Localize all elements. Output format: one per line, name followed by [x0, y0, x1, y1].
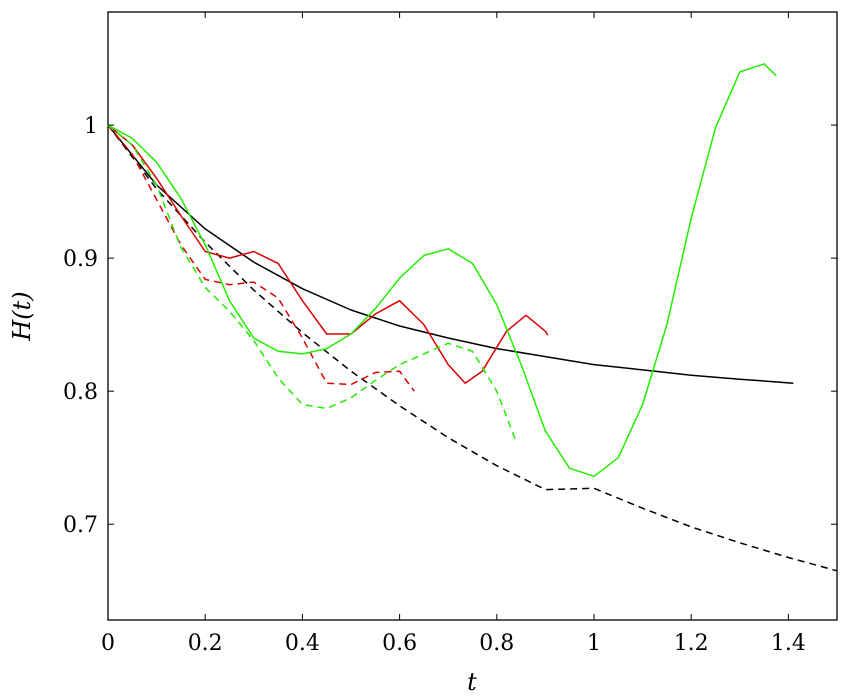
series-line-3 — [107, 124, 549, 384]
plot-frame — [107, 11, 838, 621]
x-tick-label: 0 — [101, 631, 115, 656]
series-line-5 — [107, 63, 777, 478]
series-line-1 — [107, 124, 794, 384]
x-axis-label: t — [467, 668, 477, 696]
tick-layer: 0 0.2 0.4 0.6 0.8 1 1.2 1.4 0.7 0.8 0.9 1 — [63, 12, 837, 656]
x-tick-label: 0.6 — [382, 631, 417, 656]
x-tick-label: 1.4 — [771, 631, 806, 656]
x-tick-label: 0.2 — [188, 631, 223, 656]
y-tick-label: 0.7 — [63, 513, 98, 538]
series-line-4 — [107, 124, 415, 392]
y-axis-label: H(t) — [8, 291, 36, 341]
x-tick-label: 0.8 — [479, 631, 514, 656]
y-tick-label: 0.9 — [63, 247, 98, 272]
x-tick-label: 1 — [587, 631, 601, 656]
x-tick-label: 0.4 — [285, 631, 320, 656]
series-line-6 — [107, 124, 517, 442]
y-tick-label: 0.8 — [63, 380, 98, 405]
x-tick-label: 1.2 — [674, 631, 709, 656]
y-tick-label: 1 — [84, 114, 98, 139]
series-line-2 — [107, 124, 838, 572]
series-layer — [107, 63, 838, 572]
